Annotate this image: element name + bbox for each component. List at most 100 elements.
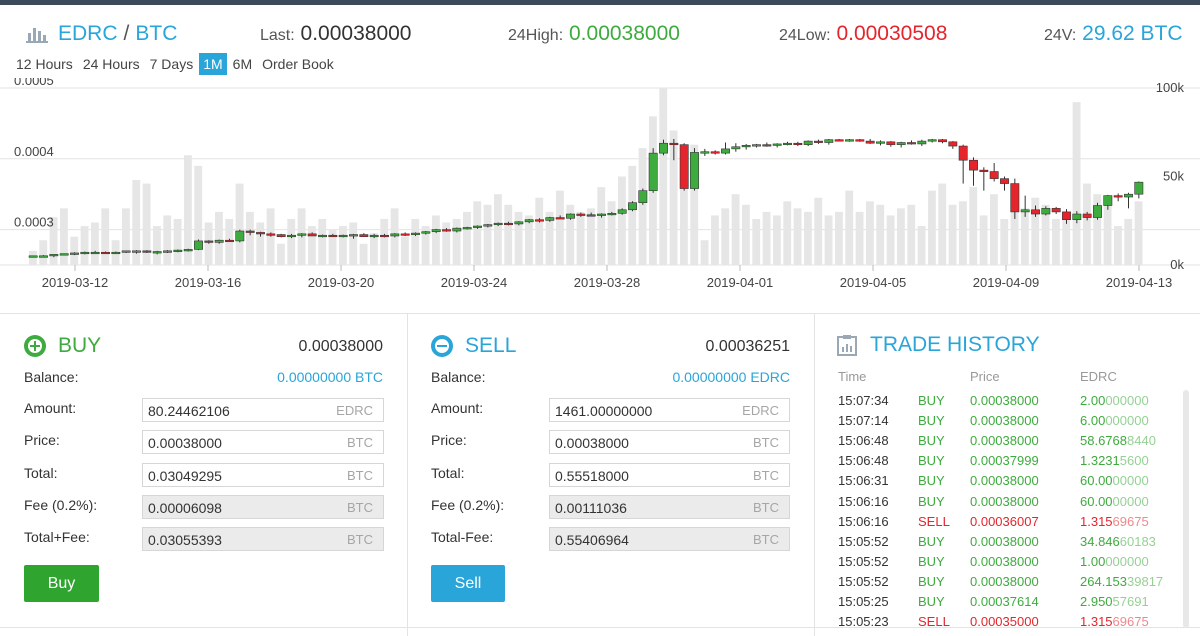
candle-body — [938, 139, 947, 143]
trade-amount: 60.0000000 — [1080, 473, 1149, 488]
trade-row: 15:05:25 BUY 0.00037614 2.95057691 — [838, 594, 1178, 614]
volume-bar — [618, 176, 626, 265]
sell-total-input[interactable]: 0.55518000 BTC — [549, 463, 790, 487]
volume-bar — [804, 211, 812, 265]
x-tick-label: 2019-03-24 — [441, 275, 508, 290]
candle-body — [245, 230, 255, 233]
volume-bar — [597, 187, 606, 265]
volume-bar — [256, 222, 265, 265]
x-tick-label: 2019-03-20 — [308, 275, 375, 290]
candle-body — [49, 254, 59, 257]
candle-body — [669, 142, 679, 146]
volume-bar — [928, 190, 936, 265]
buy-balance-value[interactable]: 0.00000000 BTC — [277, 369, 383, 385]
candle-body — [1000, 178, 1009, 184]
buy-price-input[interactable]: 0.00038000 BTC — [142, 430, 384, 454]
sell-balance-value[interactable]: 0.00000000 EDRC — [672, 369, 790, 385]
volume-bar — [907, 204, 916, 265]
trade-history-scrollbar[interactable] — [1183, 390, 1189, 628]
plus-circle-icon — [24, 335, 46, 357]
trade-time: 15:07:14 — [838, 413, 889, 429]
volume-bar — [587, 208, 595, 265]
trade-amount-main: 2.00 — [1080, 393, 1106, 408]
candle-body — [1031, 209, 1040, 215]
trade-time: 15:06:16 — [838, 493, 889, 509]
candle-body — [886, 141, 896, 145]
volume-bar — [380, 218, 389, 265]
candle-body — [700, 151, 710, 154]
volume-bar — [463, 211, 471, 265]
trade-type: SELL — [918, 513, 950, 529]
top-bar — [0, 0, 1200, 5]
candle-body — [442, 229, 451, 232]
volume-bar — [855, 211, 864, 265]
volume-bar — [1114, 226, 1122, 265]
sell-button[interactable]: Sell — [431, 565, 505, 602]
x-tick-label: 2019-04-13 — [1106, 275, 1173, 290]
volume-bar — [359, 243, 368, 265]
sell-title-text: SELL — [465, 334, 517, 357]
buy-total-input[interactable]: 0.03049295 BTC — [142, 463, 384, 487]
trade-row: 15:06:16 SELL 0.00036007 1.31569675 — [838, 514, 1178, 534]
trade-amount-dim: 69675 — [1112, 614, 1149, 630]
tab-7-days[interactable]: 7 Days — [149, 56, 194, 72]
sell-total-label: Total: — [431, 465, 465, 481]
sell-price-value: 0.00038000 — [555, 435, 629, 451]
buy-amount-input[interactable]: 80.24462106 EDRC — [142, 398, 384, 422]
buy-totalfee-field: 0.03055393 BTC — [142, 527, 384, 551]
trade-history-title: TRADE HISTORY — [836, 333, 1040, 357]
quote-currency[interactable]: BTC — [135, 22, 178, 45]
tab-1-month[interactable]: 1M — [199, 53, 227, 75]
volume-bar — [1134, 201, 1143, 265]
trade-amount: 1.32315600 — [1080, 453, 1149, 468]
volume-bar — [731, 194, 740, 265]
candle-body — [628, 202, 637, 211]
sell-amount-input[interactable]: 1461.00000000 EDRC — [549, 398, 790, 422]
market-pair: EDRC / BTC — [26, 22, 177, 46]
buy-total-value: 0.03049295 — [148, 468, 222, 484]
last-price-value: 0.00038000 — [300, 22, 412, 45]
volume-bar — [473, 201, 482, 265]
volume-bar — [721, 208, 730, 265]
volume-bar — [824, 215, 833, 265]
candle-body — [266, 233, 276, 236]
buy-button[interactable]: Buy — [24, 565, 99, 602]
buy-fee-value: 0.00006098 — [148, 500, 222, 516]
trade-amount-main: 1.315 — [1080, 513, 1113, 529]
tab-24-hours[interactable]: 24 Hours — [82, 56, 140, 72]
buy-total-label: Total: — [24, 465, 58, 481]
volume-bar — [545, 211, 554, 265]
candle-body — [183, 249, 193, 252]
sell-total-unit: BTC — [753, 468, 779, 483]
volume-bar — [1124, 218, 1133, 265]
volume-bar — [101, 208, 110, 265]
candle-body — [111, 251, 121, 255]
trade-amount-dim: 57691 — [1112, 594, 1149, 609]
base-currency[interactable]: EDRC — [58, 22, 118, 45]
price-chart[interactable]: 0.0005 0.0004 0.0003 100k 50k 0k 2019-03-12 201… — [0, 78, 1200, 300]
trade-amount-main: 34.846 — [1080, 533, 1120, 549]
volume-bar — [835, 211, 843, 265]
candle-body — [152, 251, 162, 254]
sell-price-unit: BTC — [753, 435, 779, 450]
volume-bar — [773, 215, 781, 265]
buy-totalfee-label: Total+Fee: — [24, 529, 90, 545]
candle-body — [225, 239, 234, 243]
tab-6-months[interactable]: 6M — [232, 56, 253, 72]
sell-price-input[interactable]: 0.00038000 BTC — [549, 430, 790, 454]
volume-bar — [318, 218, 327, 265]
volume-bar — [277, 243, 285, 265]
candle-body — [741, 145, 751, 148]
buy-totalfee-unit: BTC — [347, 532, 373, 547]
volume-bar — [917, 226, 926, 265]
market-header: EDRC / BTC Last: 0.00038000 24High: 0.00… — [0, 20, 1200, 54]
buy-price-value: 0.00038000 — [148, 435, 222, 451]
candle-body — [576, 213, 586, 216]
volume-bar — [215, 211, 223, 265]
tab-12-hours[interactable]: 12 Hours — [16, 56, 73, 72]
volume-bar — [897, 208, 905, 265]
candle-body — [514, 221, 524, 225]
sell-fee-unit: BTC — [753, 500, 779, 515]
tab-order-book[interactable]: Order Book — [262, 56, 334, 72]
candle-body — [132, 250, 141, 253]
